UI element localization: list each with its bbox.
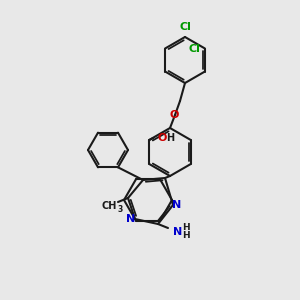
Text: Cl: Cl: [189, 44, 201, 53]
Text: O: O: [169, 110, 179, 120]
Text: N: N: [126, 214, 136, 224]
Text: Cl: Cl: [179, 22, 191, 32]
Text: CH: CH: [101, 201, 117, 211]
Text: H: H: [182, 232, 190, 241]
Text: N: N: [173, 227, 183, 237]
Text: H: H: [182, 223, 190, 232]
Text: 3: 3: [117, 205, 123, 214]
Text: N: N: [172, 200, 182, 210]
Text: O: O: [158, 133, 167, 143]
Text: H: H: [166, 133, 174, 143]
